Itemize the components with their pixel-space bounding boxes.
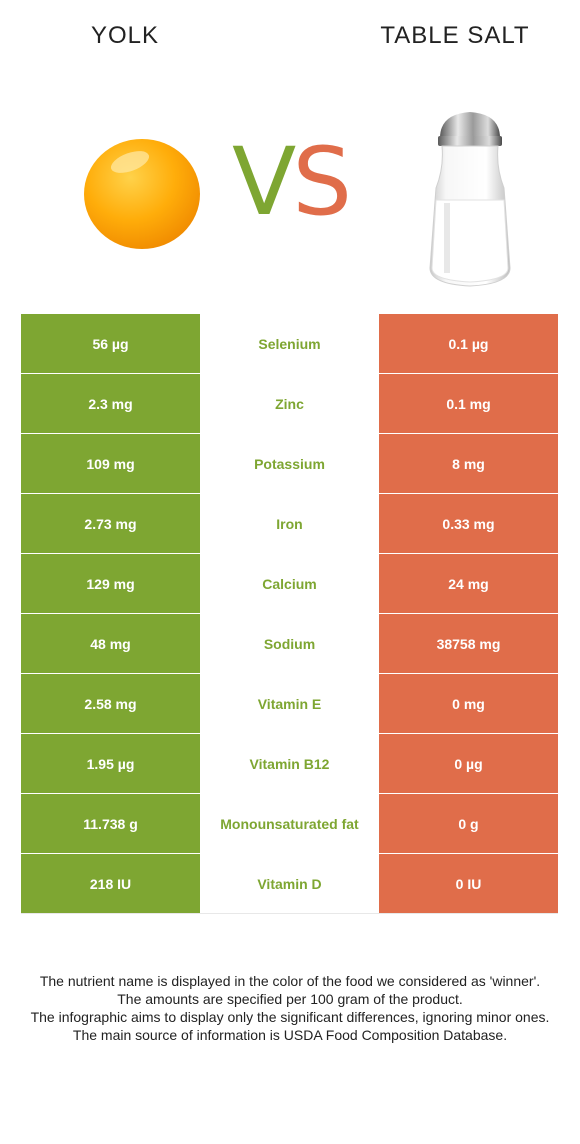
footnote-line: The amounts are specified per 100 gram o… bbox=[117, 991, 463, 1007]
left-value-cell: 1.95 µg bbox=[21, 734, 200, 793]
nutrient-name-cell: Selenium bbox=[200, 314, 379, 373]
salt-shaker-image bbox=[429, 112, 511, 287]
vs-letter-v: V bbox=[232, 128, 296, 237]
nutrient-name-cell: Potassium bbox=[200, 434, 379, 493]
left-value-cell: 2.3 mg bbox=[21, 374, 200, 433]
left-value-cell: 218 IU bbox=[21, 854, 200, 913]
table-row: 2.73 mg Iron 0.33 mg bbox=[21, 494, 558, 554]
left-value-cell: 2.73 mg bbox=[21, 494, 200, 553]
vs-letter-s: S bbox=[292, 128, 352, 237]
right-value-cell: 0.1 mg bbox=[379, 374, 558, 433]
left-value-cell: 109 mg bbox=[21, 434, 200, 493]
vs-mark: VS bbox=[222, 136, 358, 230]
right-value-cell: 0 IU bbox=[379, 854, 558, 913]
table-row: 109 mg Potassium 8 mg bbox=[21, 434, 558, 494]
nutrient-name-cell: Vitamin B12 bbox=[200, 734, 379, 793]
nutrient-name-cell: Sodium bbox=[200, 614, 379, 673]
nutrient-name-cell: Zinc bbox=[200, 374, 379, 433]
table-row: 11.738 g Monounsaturated fat 0 g bbox=[21, 794, 558, 854]
right-value-cell: 24 mg bbox=[379, 554, 558, 613]
right-value-cell: 0 µg bbox=[379, 734, 558, 793]
footnote-line: The main source of information is USDA F… bbox=[72, 1027, 508, 1043]
nutrient-name-cell: Monounsaturated fat bbox=[200, 794, 379, 853]
left-value-cell: 2.58 mg bbox=[21, 674, 200, 733]
nutrient-name-cell: Vitamin E bbox=[200, 674, 379, 733]
table-row: 56 µg Selenium 0.1 µg bbox=[21, 314, 558, 374]
footnote-line: The infographic aims to display only the… bbox=[30, 1009, 550, 1025]
right-value-cell: 8 mg bbox=[379, 434, 558, 493]
table-row: 129 mg Calcium 24 mg bbox=[21, 554, 558, 614]
right-value-cell: 0 mg bbox=[379, 674, 558, 733]
right-value-cell: 38758 mg bbox=[379, 614, 558, 673]
table-row: 1.95 µg Vitamin B12 0 µg bbox=[21, 734, 558, 794]
table-row: 2.3 mg Zinc 0.1 mg bbox=[21, 374, 558, 434]
comparison-table: 56 µg Selenium 0.1 µg 2.3 mg Zinc 0.1 mg 109 m… bbox=[21, 314, 558, 914]
footnote-line: The nutrient name is displayed in the co… bbox=[39, 973, 541, 989]
nutrient-name-cell: Vitamin D bbox=[200, 854, 379, 913]
nutrient-name-cell: Iron bbox=[200, 494, 379, 553]
left-value-cell: 11.738 g bbox=[21, 794, 200, 853]
table-row: 48 mg Sodium 38758 mg bbox=[21, 614, 558, 674]
right-value-cell: 0.1 µg bbox=[379, 314, 558, 373]
nutrient-name-cell: Calcium bbox=[200, 554, 379, 613]
egg-yolk-image bbox=[84, 139, 200, 249]
right-value-cell: 0 g bbox=[379, 794, 558, 853]
footnote: The nutrient name is displayed in the co… bbox=[14, 972, 566, 1044]
left-food-title: YOLK bbox=[90, 22, 160, 49]
right-value-cell: 0.33 mg bbox=[379, 494, 558, 553]
left-value-cell: 56 µg bbox=[21, 314, 200, 373]
left-value-cell: 129 mg bbox=[21, 554, 200, 613]
right-food-title: TABLE SALT bbox=[380, 22, 530, 49]
left-value-cell: 48 mg bbox=[21, 614, 200, 673]
